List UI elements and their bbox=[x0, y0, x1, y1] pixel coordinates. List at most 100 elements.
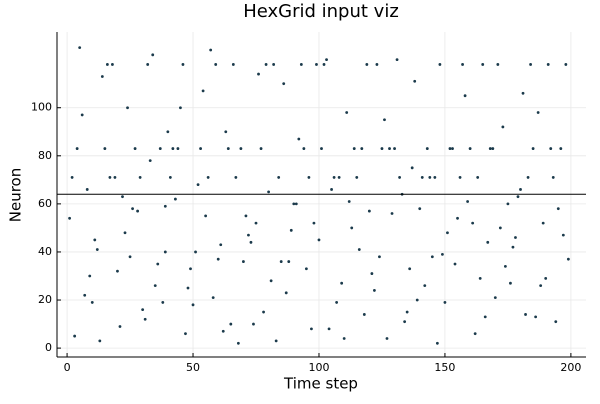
spike bbox=[299, 63, 303, 66]
spike bbox=[143, 317, 147, 321]
spike bbox=[367, 209, 371, 213]
spike bbox=[561, 233, 565, 237]
spike bbox=[70, 176, 74, 179]
spike bbox=[294, 202, 298, 206]
spike bbox=[108, 176, 112, 179]
spike bbox=[446, 231, 449, 235]
spike bbox=[428, 176, 432, 179]
spike bbox=[453, 262, 457, 266]
spike bbox=[438, 63, 442, 66]
spike bbox=[342, 337, 346, 340]
spike bbox=[398, 176, 401, 179]
spike bbox=[80, 113, 84, 117]
spike bbox=[247, 233, 250, 237]
spike bbox=[385, 337, 389, 340]
spike bbox=[156, 262, 160, 266]
spike bbox=[536, 111, 540, 114]
spike bbox=[423, 284, 427, 288]
spike bbox=[269, 279, 273, 283]
spike bbox=[83, 293, 87, 297]
spike bbox=[448, 147, 452, 150]
spike bbox=[491, 147, 495, 150]
spike bbox=[292, 202, 296, 206]
spike bbox=[267, 190, 270, 194]
spike bbox=[85, 188, 89, 191]
spike bbox=[486, 240, 490, 244]
spike bbox=[128, 255, 132, 259]
spike bbox=[362, 313, 366, 316]
spike bbox=[501, 125, 505, 129]
spike bbox=[526, 176, 530, 179]
spike bbox=[123, 231, 127, 235]
spike bbox=[259, 147, 263, 150]
spike bbox=[425, 147, 429, 150]
spike bbox=[332, 176, 336, 179]
spike bbox=[418, 207, 422, 211]
spike bbox=[360, 147, 364, 150]
x-tick-label: 100 bbox=[308, 361, 329, 374]
spike bbox=[244, 214, 248, 218]
spike bbox=[68, 216, 71, 220]
spike bbox=[289, 228, 293, 232]
spike bbox=[403, 320, 407, 324]
spike bbox=[141, 308, 145, 312]
spike bbox=[88, 274, 92, 278]
spike bbox=[168, 176, 172, 179]
spike bbox=[131, 207, 134, 211]
spike bbox=[166, 130, 170, 134]
spike bbox=[284, 291, 288, 295]
spike bbox=[297, 137, 301, 141]
spike bbox=[282, 82, 286, 86]
spike bbox=[554, 320, 558, 324]
spike bbox=[539, 284, 543, 288]
y-tick-label: 100 bbox=[31, 101, 52, 114]
spike bbox=[317, 238, 321, 242]
spike bbox=[471, 221, 475, 225]
spike bbox=[521, 91, 525, 95]
spike bbox=[516, 195, 520, 199]
x-tick-label: 200 bbox=[560, 361, 581, 374]
spike bbox=[73, 334, 77, 338]
spike bbox=[136, 209, 140, 213]
spike bbox=[199, 147, 202, 150]
spike bbox=[322, 63, 326, 66]
spike bbox=[566, 257, 570, 261]
spike bbox=[546, 63, 550, 66]
spike bbox=[100, 75, 104, 78]
spike bbox=[95, 248, 99, 251]
spike bbox=[196, 183, 200, 187]
spike bbox=[148, 159, 152, 163]
spike bbox=[383, 118, 386, 122]
spike bbox=[357, 248, 361, 251]
spike bbox=[189, 267, 192, 271]
spike bbox=[433, 176, 437, 179]
spike bbox=[315, 63, 318, 66]
spike bbox=[345, 111, 349, 114]
spike bbox=[435, 341, 439, 345]
spike bbox=[163, 204, 167, 208]
spike bbox=[226, 147, 230, 150]
spike bbox=[287, 260, 291, 263]
spike bbox=[257, 72, 260, 76]
spike bbox=[116, 269, 119, 273]
spike bbox=[531, 147, 535, 150]
spike bbox=[493, 296, 497, 300]
spike bbox=[330, 188, 333, 191]
spike bbox=[375, 63, 379, 66]
spike bbox=[503, 264, 507, 268]
spike bbox=[355, 176, 359, 179]
spike bbox=[236, 341, 240, 345]
spike bbox=[194, 250, 197, 254]
spike bbox=[78, 46, 82, 50]
y-tick-label: 0 bbox=[45, 341, 52, 354]
spike bbox=[272, 63, 276, 66]
spike bbox=[352, 147, 356, 150]
spike bbox=[559, 147, 563, 150]
spike bbox=[98, 339, 102, 343]
spike bbox=[214, 63, 218, 66]
spike bbox=[204, 214, 208, 218]
spike bbox=[443, 301, 447, 304]
spike bbox=[234, 176, 238, 179]
spike bbox=[393, 147, 396, 150]
spike bbox=[239, 147, 243, 150]
